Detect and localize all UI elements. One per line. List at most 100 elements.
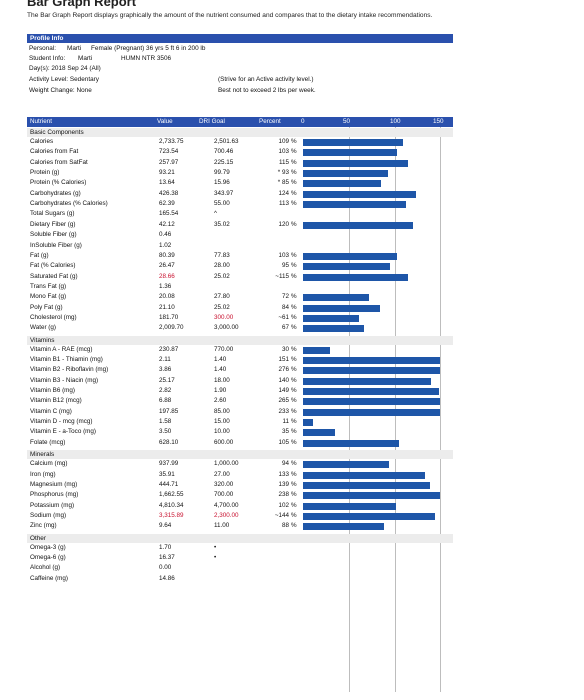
dri-goal: 300.00 [214, 313, 234, 321]
percent-bar [303, 408, 441, 416]
table-row: Vitamin E - a-Toco (mg) 3.50 10.00 35% [27, 427, 453, 438]
percent-unit: % [291, 179, 297, 187]
nutrient-value: 1.36 [159, 282, 172, 290]
percent-unit: % [291, 501, 297, 509]
table-row: Mono Fat (g) 20.08 27.80 72% [27, 292, 453, 303]
dri-goal: 28.00 [214, 262, 230, 270]
dri-goal: ^ [214, 210, 217, 218]
table-row: Poly Fat (g) 21.10 25.02 84% [27, 303, 453, 314]
percent-value: 233 [278, 407, 289, 415]
percent-unit: % [291, 511, 297, 519]
nutrient-value: 80.39 [159, 251, 175, 259]
nutrient-name: InSoluble Fiber (g) [30, 241, 82, 249]
table-row: Calories from Fat 723.54 700.46 103% [27, 147, 453, 158]
percent-bar [303, 502, 397, 510]
table-row: Vitamin B3 - Niacin (mg) 25.17 18.00 140% [27, 376, 453, 387]
percent-unit: % [291, 138, 297, 145]
dri-goal: • [214, 553, 217, 561]
nutrient-value: 93.21 [159, 169, 175, 177]
student-name: Marti [78, 55, 93, 62]
scale-tick-150: 150 [433, 118, 444, 125]
dri-goal: 225.15 [214, 158, 234, 166]
percent-value: * 93 [277, 169, 289, 177]
percent-value: 238 [278, 491, 289, 499]
percent-unit: % [291, 262, 297, 270]
table-row: Folate (mcg) 628.10 600.00 105% [27, 438, 453, 449]
nutrient-name: Phosphorus (mg) [30, 491, 79, 499]
nutrient-name: Iron (mg) [30, 470, 56, 478]
percent-bar [303, 367, 441, 375]
dri-goal: 343.97 [214, 189, 234, 197]
percent-unit: % [291, 251, 297, 259]
percent-unit: % [291, 522, 297, 530]
percent-bar [303, 492, 441, 500]
nutrient-value: 4,810.34 [159, 501, 184, 509]
percent-bar [303, 294, 369, 302]
nutrient-name: Caffeine (mg) [30, 574, 69, 582]
nutrient-name: Mono Fat (g) [30, 293, 67, 301]
scale-tick-50: 50 [343, 118, 351, 125]
dri-goal: 15.00 [214, 418, 230, 426]
activity-note: (Strive for an Active activity level.) [218, 76, 314, 83]
percent-value: 113 [278, 200, 289, 208]
percent-bar [303, 512, 435, 520]
percent-unit: % [291, 407, 297, 415]
nutrient-name: Potassium (mg) [30, 501, 75, 509]
nutrient-name: Vitamin B12 (mcg) [30, 397, 82, 405]
percent-bar [303, 461, 389, 469]
percent-value: 94 [281, 460, 289, 468]
percent-value: 276 [278, 366, 289, 374]
percent-unit: % [291, 491, 297, 499]
grid-line-150 [440, 127, 442, 692]
percent-value: 11 [282, 418, 289, 426]
table-row: Zinc (mg) 9.64 11.00 88% [27, 521, 453, 532]
nutrient-value: 20.08 [159, 293, 175, 301]
percent-value: 133 [278, 470, 289, 478]
percent-value: 103 [278, 148, 289, 156]
table-row: Trans Fat (g) 1.36 [27, 282, 453, 293]
nutrient-name: Sodium (mg) [30, 511, 67, 519]
table-row: Calories 2,733.75 2,501.63 109% [27, 137, 453, 148]
table-row: Protein (% Calories) 13.64 15.96 * 85% [27, 178, 453, 189]
percent-value: 151 [278, 356, 289, 363]
nutrient-value: 16.37 [159, 553, 175, 561]
percent-value: 105 [278, 438, 289, 446]
nutrient-value: 230.87 [159, 345, 179, 353]
nutrient-name: Calories from Fat [30, 148, 79, 156]
dri-goal: 4,700.00 [214, 501, 239, 509]
nutrient-value: 0.00 [159, 564, 172, 572]
nutrient-name: Dietary Fiber (g) [30, 220, 76, 228]
nutrient-name: Carbohydrates (% Calories) [30, 200, 108, 208]
nutrient-name: Magnesium (mg) [30, 480, 78, 488]
nutrient-name: Omega-3 (g) [30, 543, 66, 551]
group-label: Basic Components [27, 128, 453, 137]
col-percent: Percent [259, 118, 281, 125]
col-nutrient: Nutrient [30, 118, 53, 125]
dri-goal: • [214, 543, 217, 551]
nutrient-name: Vitamin D - mcg (mcg) [30, 418, 93, 426]
percent-value: 67 [281, 324, 289, 332]
table-row: Total Sugars (g) 165.54 ^ [27, 209, 453, 220]
percent-bar [303, 429, 336, 437]
percent-value: 88 [281, 522, 289, 530]
dri-goal: 1.40 [214, 356, 227, 363]
percent-bar [303, 357, 441, 364]
percent-value: 102 [278, 501, 289, 509]
percent-unit: % [291, 148, 297, 156]
percent-value: 149 [278, 387, 289, 395]
table-row: Potassium (mg) 4,810.34 4,700.00 102% [27, 501, 453, 512]
percent-value: 103 [278, 251, 289, 259]
table-row: Omega-3 (g) 1.70 • [27, 543, 453, 554]
table-row: Dietary Fiber (g) 42.12 35.02 120% [27, 220, 453, 231]
personal-details: Female (Pregnant) 36 yrs 5 ft 6 in 200 l… [91, 45, 206, 52]
report-title: Bar Graph Report [27, 0, 137, 9]
nutrient-value: 6.88 [159, 397, 172, 405]
percent-value: 30 [281, 345, 289, 353]
table-row: Vitamin B6 (mg) 2.82 1.90 149% [27, 386, 453, 397]
percent-unit: % [291, 272, 297, 280]
table-row: InSoluble Fiber (g) 1.02 [27, 241, 453, 252]
nutrient-name: Vitamin B6 (mg) [30, 387, 76, 395]
nutrient-name: Vitamin C (mg) [30, 407, 72, 415]
dri-goal: 85.00 [214, 407, 230, 415]
table-row: Sodium (mg) 3,315.89 2,300.00 ~144% [27, 511, 453, 522]
